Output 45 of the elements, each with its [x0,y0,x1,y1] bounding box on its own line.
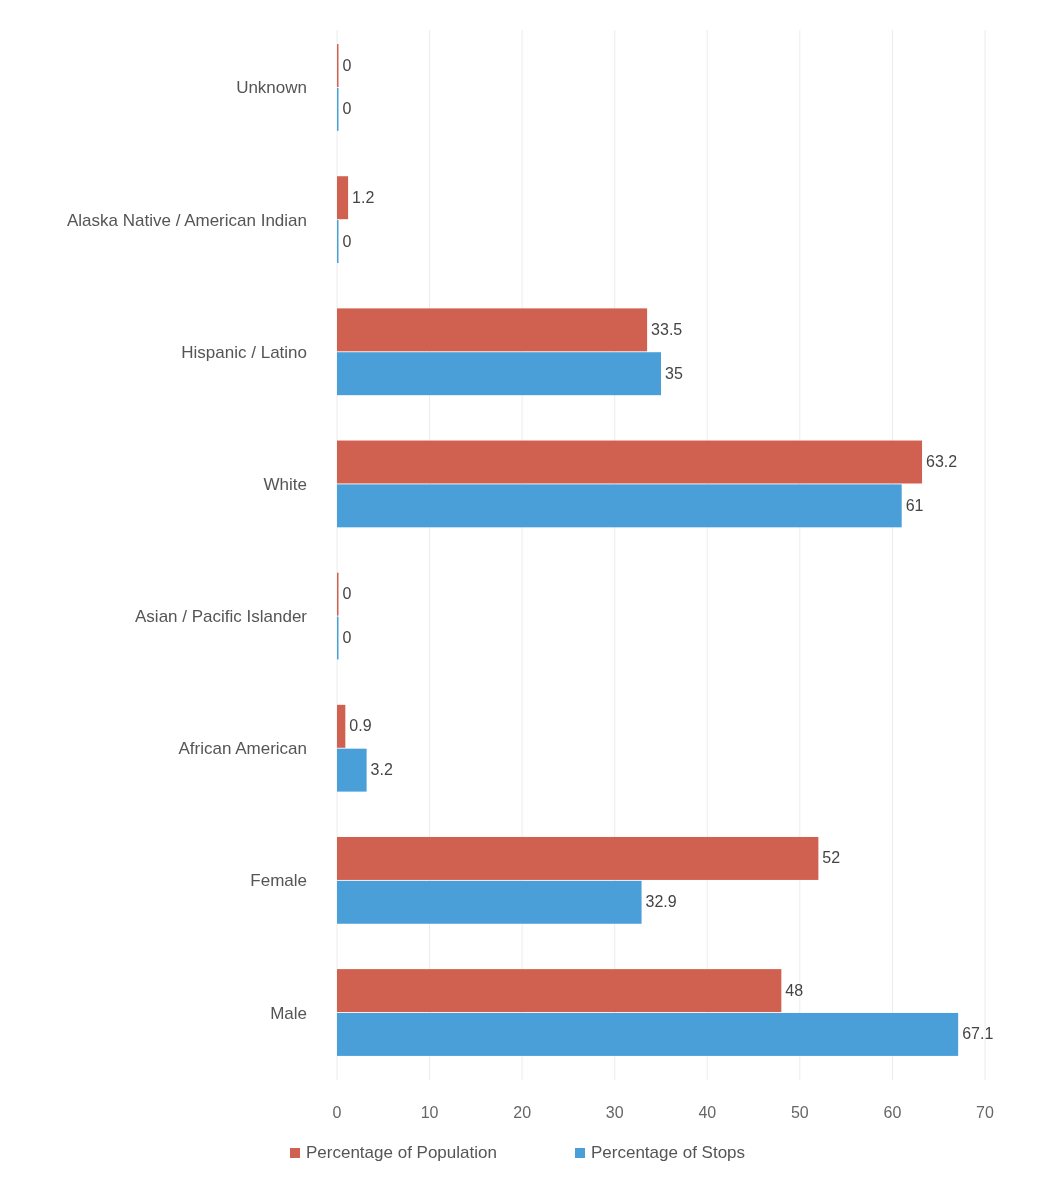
y-tick-label: White [263,474,307,494]
data-label: 0 [342,585,352,603]
data-label: 32.9 [645,893,677,911]
x-tick-label: 40 [698,1104,717,1121]
data-label: 63.2 [926,453,958,471]
bar [337,176,349,220]
data-label: 0 [342,100,352,118]
data-label: 67.1 [962,1025,994,1043]
legend-label: Percentage of Stops [591,1143,746,1162]
y-tick-label: African American [178,739,307,759]
bar [337,440,923,484]
data-label: 33.5 [651,320,683,338]
x-tick-label: 0 [332,1104,342,1121]
bar [337,704,346,748]
y-tick-label: Female [250,871,307,891]
bar [337,484,902,528]
bar [337,748,367,792]
y-tick-label: Asian / Pacific Islander [135,607,308,627]
data-label: 61 [905,496,924,514]
x-tick-label: 70 [976,1104,994,1121]
data-label: 0 [342,628,352,646]
legend-label: Percentage of Population [306,1143,497,1162]
y-tick-label: Male [270,1003,307,1023]
data-label: 52 [822,849,841,867]
bar [337,1012,959,1056]
data-label: 0.9 [349,717,372,735]
data-label: 3.2 [370,761,393,779]
data-label: 1.2 [352,188,375,206]
x-tick-label: 20 [513,1104,532,1121]
y-tick-label: Alaska Native / American Indian [66,210,307,230]
bar [337,880,642,924]
data-label: 0 [342,232,352,250]
data-label: 48 [785,981,804,999]
data-label: 35 [665,364,683,382]
bar [337,836,819,880]
x-tick-label: 60 [883,1104,902,1121]
bar [337,308,648,352]
bar [337,969,782,1013]
x-tick-label: 10 [420,1104,439,1121]
x-tick-label: 30 [605,1104,624,1121]
data-label: 0 [342,56,352,74]
y-tick-label: Unknown [236,78,307,98]
bar [337,352,661,396]
x-tick-label: 50 [790,1104,809,1121]
y-tick-label: Hispanic / Latino [181,342,307,362]
